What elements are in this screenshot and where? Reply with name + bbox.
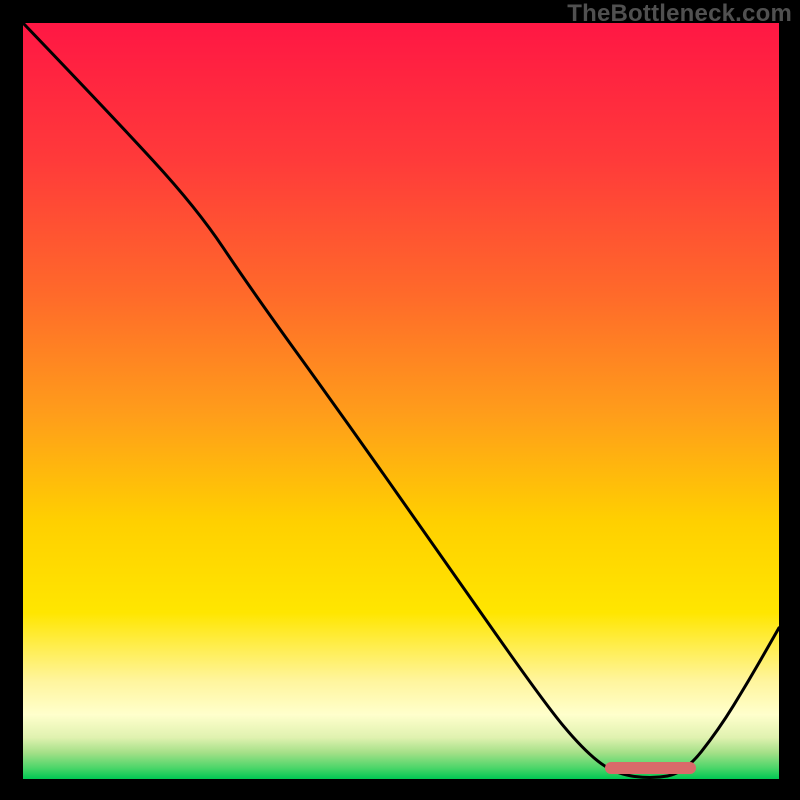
plot-area: [23, 23, 779, 779]
figure-root: TheBottleneck.com: [0, 0, 800, 800]
watermark-text: TheBottleneck.com: [567, 0, 792, 28]
optimal-range-marker: [605, 762, 696, 774]
gradient-background: [23, 23, 779, 779]
